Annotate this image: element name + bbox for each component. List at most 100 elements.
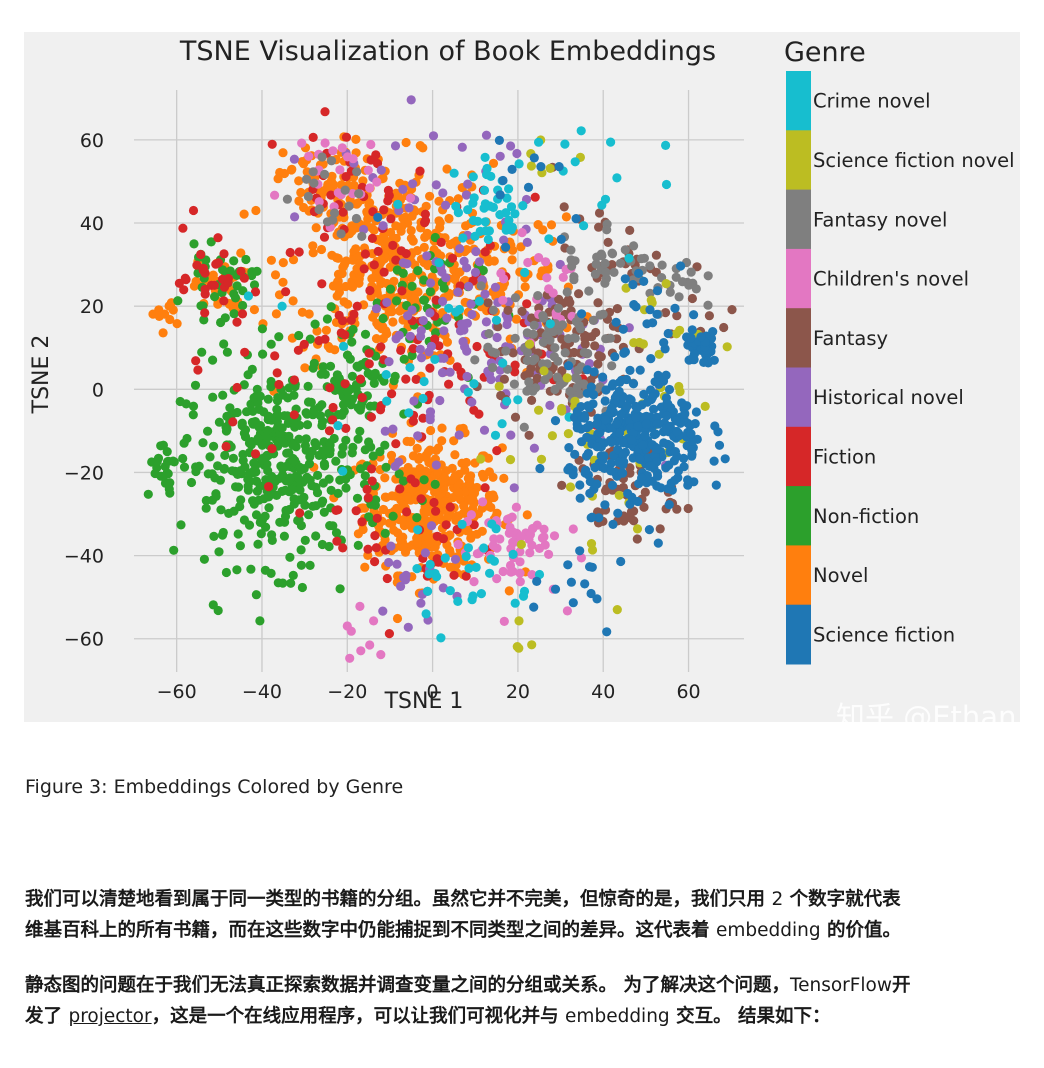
data-point	[360, 329, 371, 339]
data-point	[460, 465, 470, 475]
data-point	[625, 225, 635, 235]
chart-title: TSNE Visualization of Book Embeddings	[179, 36, 716, 67]
p1-line1-a: 我们可以清楚地看到属于同一类型的书籍的分组。虽然它并不完美，但惊奇的是，我们只用	[25, 889, 772, 910]
data-point	[687, 293, 698, 304]
data-point	[229, 506, 239, 516]
data-point	[413, 431, 423, 441]
data-point	[489, 256, 499, 266]
data-point	[370, 531, 380, 541]
data-point	[657, 260, 667, 270]
data-point	[328, 215, 338, 225]
data-point	[220, 450, 230, 460]
data-point	[496, 268, 506, 278]
data-point	[570, 373, 581, 383]
data-point	[257, 324, 267, 334]
data-point	[437, 267, 447, 277]
data-point	[542, 273, 552, 283]
data-point	[612, 605, 622, 615]
data-point	[670, 303, 680, 313]
data-point	[519, 422, 529, 432]
data-point	[672, 311, 682, 321]
data-point	[272, 396, 283, 406]
data-point	[650, 377, 660, 387]
data-point	[703, 271, 713, 281]
data-point	[522, 355, 532, 366]
data-point	[600, 500, 610, 510]
data-point	[501, 346, 511, 356]
data-point	[692, 262, 702, 272]
data-point	[297, 582, 307, 593]
data-point	[440, 553, 450, 563]
data-point	[338, 400, 349, 410]
data-point	[343, 387, 353, 397]
data-point	[319, 507, 329, 517]
data-point	[558, 272, 568, 282]
data-point	[538, 337, 548, 347]
data-point	[550, 343, 560, 353]
data-point	[351, 134, 361, 144]
data-point	[239, 273, 249, 283]
data-point	[600, 194, 611, 204]
data-point	[329, 208, 340, 218]
data-point	[394, 457, 404, 467]
tsne-scatter-chart: −60 −40 −20 0 20 40 60 −60 −40 −20 0 20 40 60 TSNE Vi…	[24, 32, 1020, 722]
data-point	[384, 629, 394, 639]
data-point	[340, 185, 350, 195]
data-point	[510, 598, 520, 608]
data-point	[564, 443, 574, 453]
data-point	[328, 146, 338, 156]
data-point	[495, 151, 505, 161]
data-point	[572, 382, 582, 392]
data-point	[522, 237, 532, 247]
data-point	[338, 442, 348, 452]
data-point	[444, 213, 454, 224]
data-point	[653, 538, 663, 548]
data-point	[595, 428, 605, 438]
data-point	[526, 161, 536, 171]
data-point	[508, 549, 518, 560]
data-point	[632, 524, 643, 534]
data-point	[488, 472, 498, 482]
data-point	[659, 338, 669, 348]
data-point	[386, 541, 396, 551]
data-point	[471, 246, 481, 257]
data-point	[240, 347, 250, 357]
projector-link[interactable]: projector	[68, 1006, 152, 1027]
data-point	[383, 196, 393, 206]
data-point	[396, 345, 406, 355]
data-point	[586, 382, 596, 392]
data-point	[251, 461, 261, 471]
data-point	[203, 469, 213, 479]
data-point	[247, 417, 257, 427]
data-point	[348, 324, 358, 335]
data-point	[466, 299, 476, 309]
data-point	[179, 462, 190, 472]
data-point	[173, 296, 183, 306]
data-point	[351, 506, 361, 516]
data-point	[373, 273, 383, 283]
data-point	[189, 239, 199, 249]
data-point	[572, 406, 582, 417]
data-point	[625, 499, 635, 509]
data-point	[287, 164, 297, 174]
data-point	[360, 562, 370, 572]
data-point	[453, 208, 463, 218]
data-point	[196, 301, 206, 311]
data-point	[586, 588, 596, 599]
data-point	[588, 390, 599, 400]
data-point	[522, 299, 532, 309]
data-point	[548, 288, 558, 298]
data-point	[638, 440, 648, 450]
data-point	[550, 384, 560, 395]
data-point	[689, 310, 699, 320]
data-point	[461, 190, 471, 200]
data-point	[557, 403, 567, 414]
data-point	[278, 464, 288, 474]
data-point	[376, 650, 386, 660]
data-point	[347, 282, 358, 292]
data-point	[620, 245, 630, 255]
data-point	[565, 482, 576, 492]
data-point	[492, 446, 502, 456]
data-point	[590, 269, 601, 279]
data-point	[388, 511, 398, 521]
